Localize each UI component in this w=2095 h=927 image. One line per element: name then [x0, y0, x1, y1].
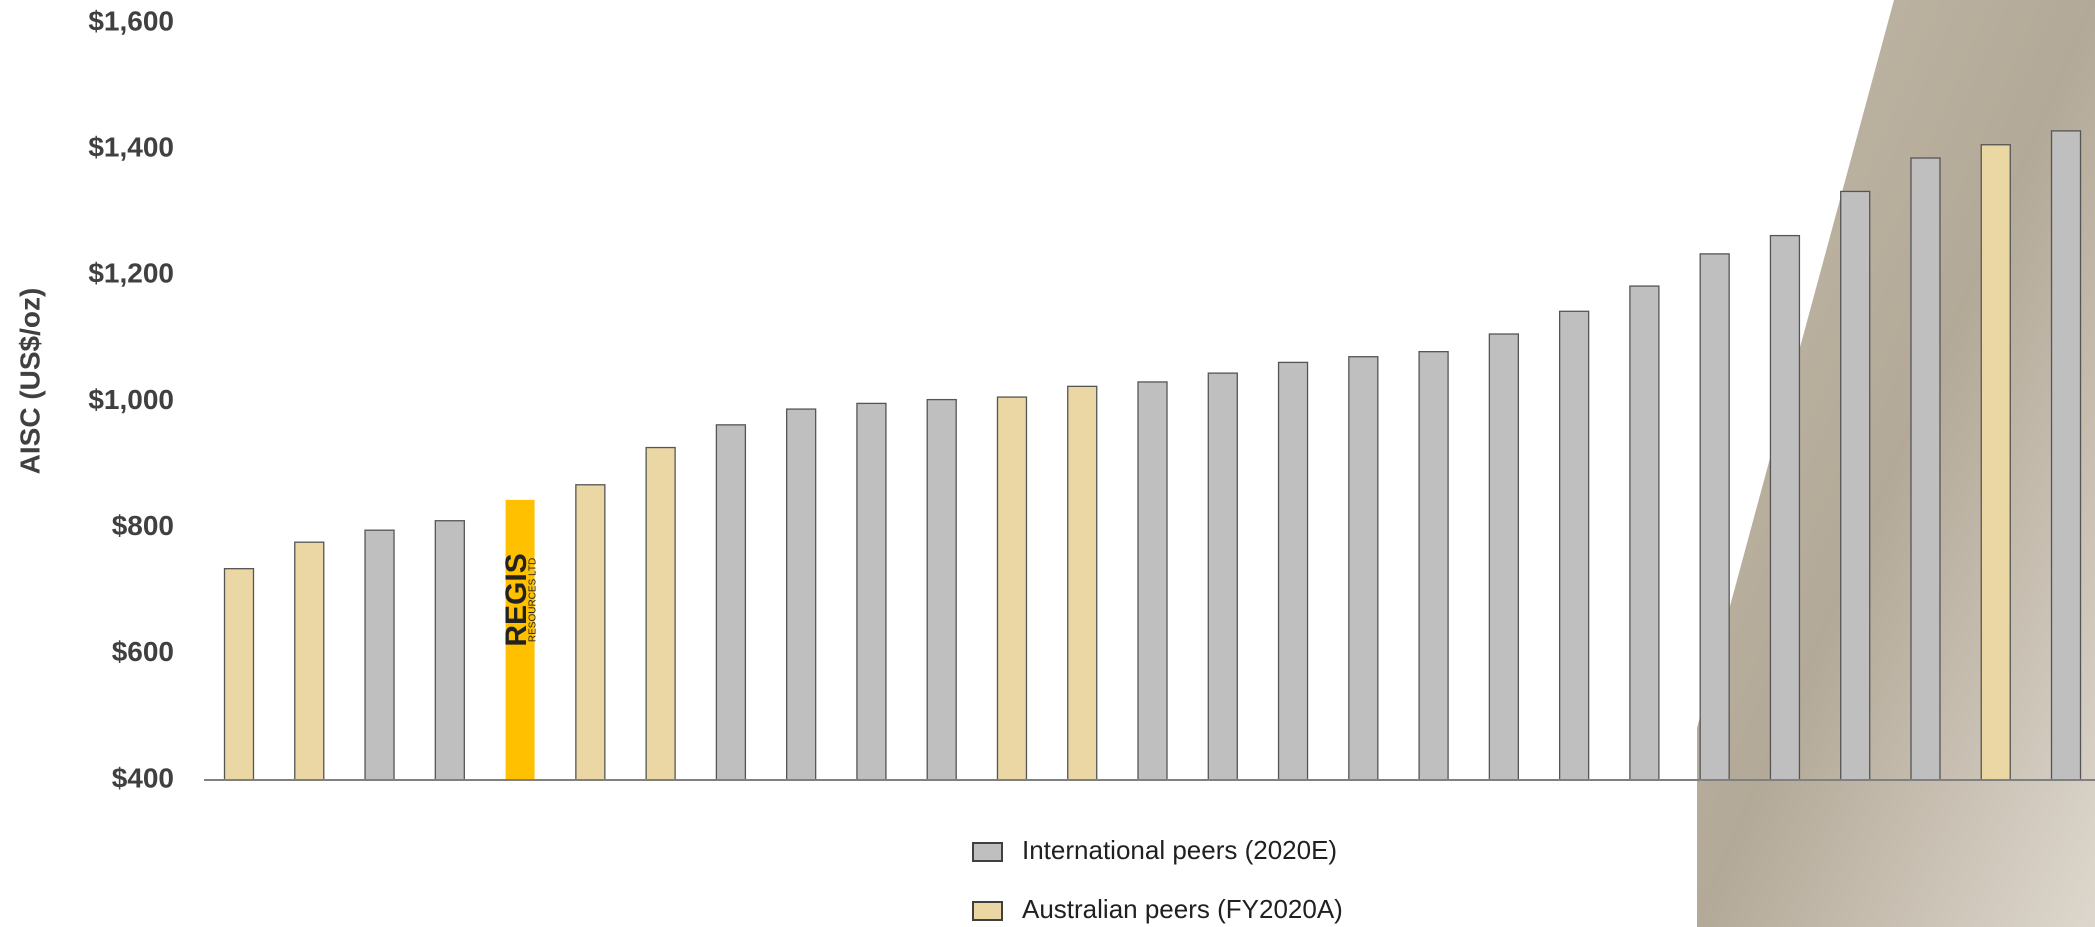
bar	[1348, 356, 1379, 781]
bar	[294, 541, 325, 781]
bar	[1488, 333, 1520, 781]
bar	[1840, 190, 1871, 781]
bar	[1910, 157, 1941, 781]
bar	[1558, 310, 1590, 781]
bar	[786, 408, 817, 781]
y-tick-label: $1,200	[88, 258, 174, 289]
bar	[364, 529, 395, 781]
bar	[926, 398, 957, 781]
y-axis-title: AISC (US$/oz)	[14, 288, 45, 475]
y-tick-label: $400	[112, 762, 174, 793]
bar	[223, 568, 255, 781]
logo-subtext: RESOURCES LTD	[528, 558, 539, 642]
bar	[1769, 234, 1801, 781]
bar	[1137, 381, 1168, 781]
y-tick-label: $1,000	[88, 384, 174, 415]
bar	[1418, 351, 1449, 781]
legend-label: International peers (2020E)	[1022, 835, 1337, 865]
y-tick-label: $1,600	[88, 5, 174, 36]
bar	[996, 396, 1028, 781]
legend-swatch	[972, 842, 1003, 862]
bar	[1067, 385, 1098, 781]
legend-swatch	[972, 901, 1003, 921]
bar	[1629, 285, 1660, 781]
bar	[505, 499, 535, 780]
y-tick-label: $800	[112, 510, 174, 541]
bar	[1277, 361, 1309, 781]
legend-label: Australian peers (FY2020A)	[1022, 894, 1343, 924]
bar	[575, 484, 606, 781]
bar	[1699, 253, 1730, 781]
bar	[645, 446, 676, 781]
bar	[1207, 372, 1238, 781]
logo-text: REGIS	[500, 553, 533, 646]
bar	[434, 520, 465, 781]
y-tick-label: $600	[112, 636, 174, 667]
background-photo	[1697, 0, 2095, 927]
bar	[1980, 144, 2011, 781]
bar	[715, 424, 747, 781]
bar	[2050, 130, 2082, 781]
y-tick-label: $1,400	[88, 132, 174, 163]
bar	[856, 402, 887, 781]
